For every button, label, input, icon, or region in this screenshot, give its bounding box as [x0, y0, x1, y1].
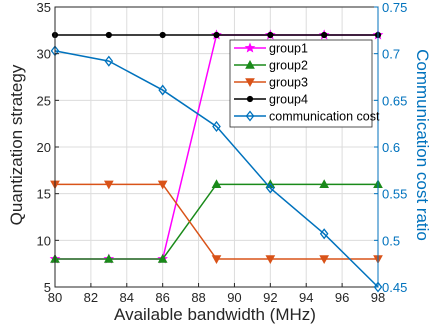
right-y-tick-label: 0.65	[382, 93, 407, 108]
axis-ticks: 80 82 84 86 88 90 92 94 96 98 5 10 15 20 25 30 35 0.45 0.5…	[37, 0, 408, 305]
data-point-group4	[159, 31, 166, 39]
x-axis-label: Available bandwidth (MHz)	[114, 305, 316, 324]
data-point-group2	[103, 253, 114, 263]
legend-label: group4	[269, 93, 308, 107]
x-tick-label: 94	[299, 290, 313, 305]
data-point-communication-cost	[104, 55, 114, 67]
x-tick-label: 98	[371, 290, 385, 305]
left-y-tick-label: 10	[37, 233, 51, 248]
legend-marker	[245, 110, 255, 122]
legend-item-group2: group2	[234, 59, 308, 73]
data-point-group4	[321, 31, 328, 39]
x-tick-label: 88	[191, 290, 205, 305]
data-point-communication-cost	[266, 182, 275, 194]
x-tick-label: 84	[120, 290, 134, 305]
legend-label: group1	[269, 42, 308, 56]
legend-marker	[245, 59, 255, 69]
legend-item-group1: group1	[234, 42, 308, 56]
data-point-communication-cost	[373, 281, 383, 293]
right-y-tick-label: 0.45	[382, 280, 407, 295]
data-point-group3	[211, 255, 222, 265]
data-point-group2	[211, 179, 222, 189]
legend-item-group4: group4	[234, 93, 308, 107]
data-point-group3	[265, 255, 276, 265]
data-point-group3	[103, 180, 114, 190]
data-point-group2	[319, 179, 330, 189]
data-point-communication-cost	[158, 84, 167, 96]
series-communication-cost	[50, 45, 383, 293]
data-point-communication-cost	[319, 228, 329, 240]
data-point-group4	[213, 31, 220, 39]
right-y-tick-label: 0.6	[382, 140, 400, 155]
right-y-tick-label: 0.7	[382, 47, 400, 62]
left-y-tick-label: 5	[44, 280, 51, 295]
series-line-group3	[55, 183, 378, 260]
data-point-group3	[157, 180, 168, 190]
right-y-tick-label: 0.55	[382, 187, 407, 202]
x-tick-label: 90	[227, 290, 241, 305]
x-tick-label: 92	[263, 290, 277, 305]
right-y-tick-label: 0.5	[382, 233, 400, 248]
legend-box	[229, 39, 373, 128]
data-point-group2	[157, 253, 168, 263]
x-tick-label: 82	[84, 290, 98, 305]
legend-item-group3: group3	[234, 76, 308, 90]
x-tick-label: 96	[335, 290, 349, 305]
series-line-group2	[55, 183, 378, 260]
series-group4	[51, 31, 382, 39]
legend-marker	[245, 78, 255, 88]
data-point-group4	[105, 31, 112, 39]
series-group2	[50, 179, 383, 263]
legend: group1 group2 group3 group4 communication co…	[229, 39, 380, 128]
left-y-tick-label: 20	[37, 140, 51, 155]
left-y-tick-label: 25	[37, 93, 51, 108]
left-y-tick-label: 15	[37, 187, 51, 202]
legend-marker	[246, 95, 254, 103]
left-y-tick-label: 30	[37, 47, 51, 62]
legend-item-communication-cost: communication cost	[234, 110, 380, 124]
left-y-axis-label: Quantization strategy	[7, 64, 26, 225]
right-y-tick-label: 0.75	[382, 0, 407, 15]
x-tick-label: 80	[48, 290, 62, 305]
data-point-group4	[267, 31, 274, 39]
legend-label: communication cost	[269, 110, 380, 124]
left-y-tick-label: 35	[37, 0, 51, 15]
series-line-communication-cost	[54, 50, 379, 288]
data-point-group3	[319, 255, 330, 265]
legend-label: group2	[269, 59, 308, 73]
legend-label: group3	[269, 76, 308, 90]
x-tick-label: 86	[155, 290, 169, 305]
data-point-communication-cost	[212, 120, 221, 133]
plot-series	[49, 29, 384, 293]
legend-marker	[244, 42, 256, 53]
right-y-axis-label: Communication cost ratio	[413, 49, 429, 241]
